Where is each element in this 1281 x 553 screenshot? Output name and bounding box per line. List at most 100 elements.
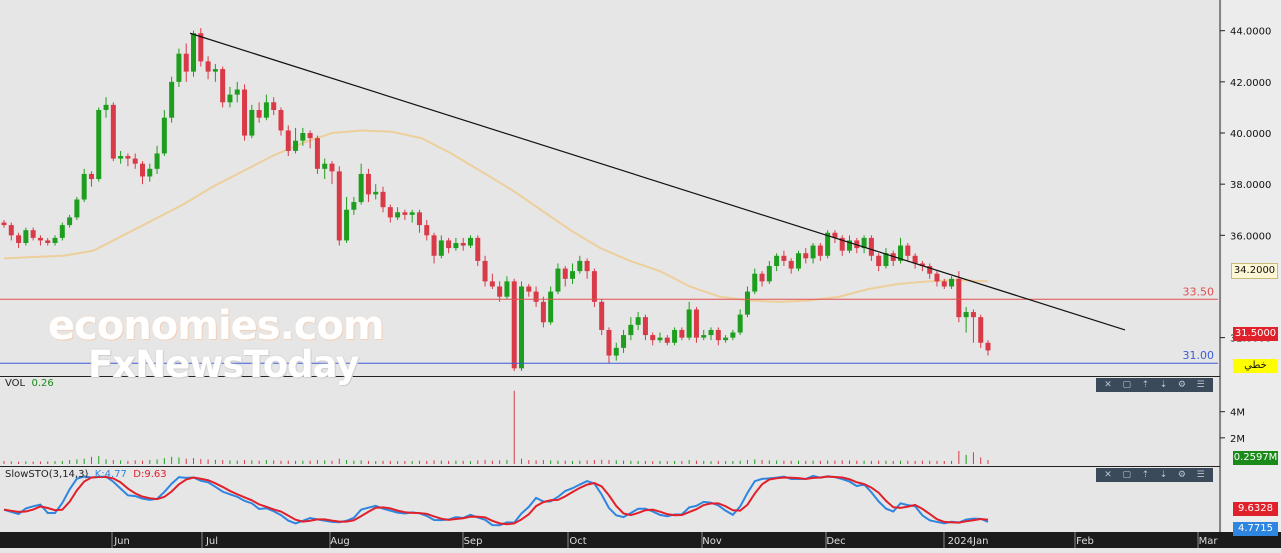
candle-body	[927, 266, 933, 274]
candle-body	[956, 278, 962, 318]
candle-body	[978, 317, 984, 343]
y-tick-label: 40.0000	[1230, 129, 1271, 140]
candle-body	[59, 225, 65, 238]
candle-body	[132, 158, 138, 164]
candle-body	[344, 209, 350, 241]
close-icon[interactable]: ✕	[1104, 380, 1112, 390]
candle-body	[723, 337, 729, 341]
candle-body	[358, 173, 364, 203]
maximize-icon[interactable]: ▢	[1122, 380, 1131, 390]
candle-body	[708, 329, 714, 336]
settings-icon[interactable]: ⚙	[1177, 470, 1186, 480]
candle-body	[45, 240, 51, 243]
candle-body	[139, 163, 145, 177]
candle-body	[81, 173, 87, 200]
candle-body	[664, 337, 670, 343]
candle-body	[198, 33, 204, 62]
move-down-icon[interactable]: ⇣	[1159, 380, 1168, 390]
candle-body	[147, 168, 153, 177]
candle-body	[876, 255, 882, 267]
candle-body	[715, 329, 721, 341]
candle-body	[416, 212, 422, 226]
candle-body	[314, 138, 320, 169]
candle-body	[395, 212, 401, 218]
candle-body	[672, 329, 678, 343]
candle-body	[307, 133, 313, 139]
candle-body	[584, 260, 590, 272]
candle-body	[788, 260, 794, 269]
candle-body	[16, 235, 22, 243]
candle-body	[103, 104, 109, 110]
candle-body	[599, 301, 605, 330]
candle-body	[263, 102, 269, 118]
candle-body	[562, 268, 568, 279]
volume-label: VOL 0.26	[5, 378, 54, 389]
candle-body	[970, 312, 976, 318]
move-up-icon[interactable]: ⇡	[1141, 380, 1150, 390]
candle-body	[88, 173, 94, 180]
candle-body	[555, 268, 561, 292]
candle-body	[759, 273, 765, 282]
candle-body	[74, 199, 80, 218]
stoch-label: SlowSTO(3,14,3) K:4.77 D:9.63	[5, 469, 167, 480]
candle-body	[176, 53, 182, 82]
menu-icon[interactable]: ☰	[1196, 380, 1205, 390]
candle-body	[300, 133, 306, 141]
menu-icon[interactable]: ☰	[1196, 470, 1205, 480]
x-tick-label: Sep	[464, 536, 483, 547]
x-tick-label: Nov	[702, 536, 722, 547]
candle-body	[154, 153, 160, 169]
candle-body	[285, 130, 291, 151]
x-tick-label: Feb	[1076, 536, 1094, 547]
candle-body	[438, 240, 444, 256]
candle-body	[467, 237, 473, 246]
candle-body	[817, 245, 823, 256]
x-tick-label: Jul	[205, 536, 218, 547]
maximize-icon[interactable]: ▢	[1122, 470, 1131, 480]
candle-body	[37, 237, 43, 241]
volume-value: 0.26	[31, 378, 54, 389]
candle-body	[686, 309, 692, 338]
candle-body	[125, 156, 131, 159]
candle-body	[373, 191, 379, 195]
candle-body	[293, 140, 299, 151]
candle-body	[898, 245, 904, 261]
candle-body	[949, 278, 955, 287]
candle-body	[118, 156, 124, 159]
candle-body	[868, 237, 874, 256]
candle-body	[446, 240, 452, 249]
candle-body	[679, 329, 685, 338]
move-down-icon[interactable]: ⇣	[1159, 470, 1168, 480]
linear-scale-tag[interactable]: خطي	[1233, 359, 1278, 373]
candle-body	[453, 242, 459, 249]
settings-icon[interactable]: ⚙	[1177, 380, 1186, 390]
candle-body	[482, 260, 488, 282]
candle-body	[613, 347, 619, 356]
volume-panel-toolbar[interactable]: ✕ ▢ ⇡ ⇣ ⚙ ☰	[1096, 378, 1213, 392]
candle-body	[8, 225, 14, 236]
candle-body	[278, 109, 284, 131]
candle-body	[161, 117, 167, 154]
candle-body	[774, 255, 780, 267]
stoch-panel-toolbar[interactable]: ✕ ▢ ⇡ ⇣ ⚙ ☰	[1096, 468, 1213, 482]
close-icon[interactable]: ✕	[1104, 470, 1112, 480]
candle-body	[212, 69, 218, 72]
stoch-d-line	[3, 475, 989, 526]
candle-body	[963, 312, 969, 318]
x-tick-label: Jun	[113, 536, 130, 547]
candle-body	[23, 230, 29, 243]
stoch-title: SlowSTO(3,14,3)	[5, 469, 89, 480]
volume-tick-label: 2M	[1230, 434, 1245, 445]
candle-body	[533, 291, 539, 302]
candle-body	[511, 281, 517, 369]
candle-body	[205, 61, 211, 72]
last-price-tag: 31.5000	[1233, 327, 1278, 341]
move-up-icon[interactable]: ⇡	[1141, 470, 1150, 480]
candle-body	[766, 266, 772, 282]
candle-body	[380, 191, 386, 208]
stoch-k-line	[3, 474, 989, 527]
candle-body	[220, 69, 226, 103]
candle-body	[693, 309, 699, 338]
x-tick-label: Dec	[826, 536, 845, 547]
